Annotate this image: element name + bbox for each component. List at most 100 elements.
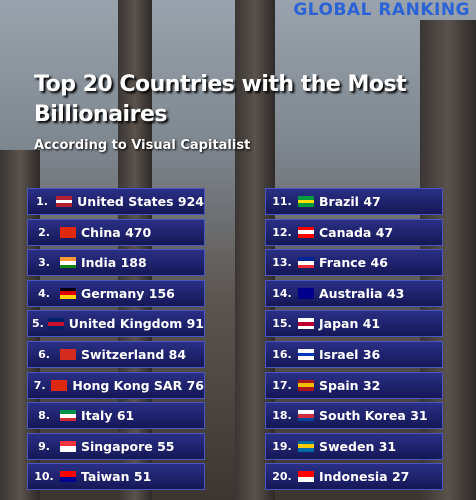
- entry-text: Singapore 55: [81, 439, 175, 454]
- country: France: [319, 255, 367, 271]
- rank: 14.: [272, 286, 292, 300]
- billionaire-count: 31: [378, 438, 397, 454]
- entry-text: China 470: [81, 225, 151, 240]
- rank: 16.: [272, 348, 292, 361]
- rank: 2.: [38, 225, 50, 239]
- rank: 10.: [34, 470, 54, 484]
- flag-icon: [60, 471, 76, 483]
- entry-text: Taiwan 51: [81, 469, 151, 484]
- rank: 4.: [38, 286, 50, 300]
- country: Australia: [319, 285, 383, 301]
- country: Indonesia: [319, 469, 388, 485]
- billionaire-count: 156: [148, 285, 175, 301]
- rank: 5.: [31, 317, 44, 331]
- entry-text: Italy 61: [81, 408, 134, 423]
- country: Israel: [319, 347, 359, 362]
- entry-text: Switzerland 84: [81, 347, 186, 362]
- ranking-row: 12. Canada 47: [265, 218, 443, 246]
- billionaire-count: 47: [363, 194, 381, 209]
- rank: 19.: [272, 439, 292, 453]
- ranking-row: 11. Brazil 47: [265, 188, 443, 215]
- flag-icon: [60, 440, 76, 452]
- flag-icon: [298, 410, 314, 422]
- flag-icon: [298, 379, 314, 391]
- title: Top 20 Countries with the Most Billionai…: [34, 72, 407, 127]
- billionaire-count: 31: [410, 408, 428, 424]
- rank: 9.: [38, 439, 50, 453]
- country: Japan: [319, 316, 359, 332]
- rank: 17.: [272, 378, 292, 392]
- country: United Kingdom: [68, 316, 183, 332]
- ranking-row: 18. South Korea 31: [265, 402, 443, 430]
- country: Taiwan: [81, 469, 130, 485]
- entry-text: Indonesia 27: [319, 469, 409, 484]
- flag-icon: [60, 410, 76, 422]
- ranking-row: 17. Spain 32: [265, 371, 443, 399]
- country: Brazil: [319, 194, 359, 209]
- ranking-row: 4. Germany 156: [27, 279, 205, 307]
- billionaire-count: 55: [157, 438, 175, 454]
- flag-icon: [60, 257, 76, 269]
- country: Switzerland: [81, 347, 165, 362]
- flag-icon: [298, 471, 314, 483]
- billionaire-count: 188: [120, 255, 147, 271]
- flag-icon: [56, 196, 73, 208]
- country: Italy: [81, 408, 113, 424]
- flag-icon: [51, 379, 68, 391]
- rank: 6.: [38, 348, 50, 361]
- entry-text: United Kingdom 91: [69, 316, 204, 331]
- flag-icon: [298, 287, 314, 299]
- entry-text: Hong Kong SAR 76: [72, 378, 204, 393]
- ranking-row: 19. Sweden 31: [265, 432, 443, 460]
- billionaire-count: 91: [186, 316, 204, 332]
- billionaire-count: 924: [177, 194, 204, 209]
- flag-icon: [298, 226, 314, 238]
- flag-icon: [298, 196, 314, 208]
- ranking-row: 14. Australia 43: [265, 279, 443, 307]
- ranking-row: 8. Italy 61: [27, 402, 205, 430]
- rank: 3.: [38, 256, 50, 270]
- country: China: [81, 224, 121, 240]
- rank: 20.: [272, 470, 292, 484]
- rank: 8.: [38, 409, 50, 423]
- flag-icon: [298, 257, 314, 269]
- ranking-row: 16. Israel 36: [265, 341, 443, 368]
- country: Canada: [319, 224, 372, 240]
- billionaire-count: 43: [386, 285, 405, 301]
- entry-text: Brazil 47: [319, 194, 381, 209]
- rank: 15.: [272, 317, 292, 331]
- entry-text: South Korea 31: [319, 408, 428, 423]
- ranking-row: 13. France 46: [265, 249, 443, 277]
- ranking-row: 20. Indonesia 27: [265, 463, 443, 491]
- billionaire-count: 51: [133, 469, 152, 485]
- ranking-row: 7. Hong Kong SAR 76: [27, 371, 205, 399]
- ranking-row: 1. United States 924: [27, 188, 205, 215]
- ranking-row: 5. United Kingdom 91: [27, 310, 205, 338]
- entry-text: Sweden 31: [319, 439, 396, 454]
- country: United States: [77, 194, 174, 209]
- flag-icon: [60, 226, 76, 238]
- entry-text: India 188: [81, 255, 147, 270]
- billionaire-count: 32: [362, 377, 381, 393]
- entry-text: United States 924: [77, 194, 204, 209]
- flag-icon: [60, 349, 76, 360]
- billionaire-count: 84: [168, 347, 187, 362]
- entry-text: Spain 32: [319, 378, 380, 393]
- billionaire-count: 76: [186, 377, 204, 393]
- entry-text: Australia 43: [319, 286, 404, 301]
- ranking-row: 10. Taiwan 51: [27, 463, 205, 491]
- ranking-row: 6. Switzerland 84: [27, 341, 205, 368]
- country: Spain: [319, 377, 359, 393]
- country: Sweden: [319, 438, 375, 454]
- rank: 11.: [272, 195, 292, 208]
- ranking-row: 15. Japan 41: [265, 310, 443, 338]
- ranking-row: 3. India 188: [27, 249, 205, 277]
- rank: 1.: [36, 195, 48, 208]
- billionaire-count: 61: [116, 408, 135, 424]
- flag-icon: [60, 287, 76, 299]
- billionaire-count: 46: [370, 255, 388, 271]
- ranking-row: 2. China 470: [27, 218, 205, 246]
- rank: 18.: [272, 409, 292, 423]
- subtitle: According to Visual Capitalist: [34, 138, 251, 153]
